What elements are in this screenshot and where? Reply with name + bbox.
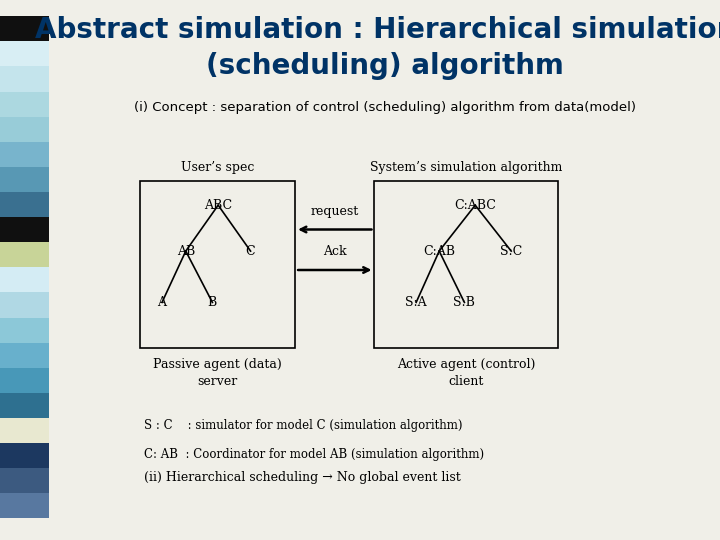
Bar (374, 181, 558, 348)
Bar (0, 16, 49, 42)
Bar (0, 393, 49, 418)
Bar (0, 66, 49, 91)
Text: S : C    : simulator for model C (simulation algorithm): S : C : simulator for model C (simulatio… (144, 418, 462, 431)
Text: C: AB  : Coordinator for model AB (simulation algorithm): C: AB : Coordinator for model AB (simula… (144, 448, 484, 461)
Bar (0, 494, 49, 518)
Text: Abstract simulation : Hierarchical simulation: Abstract simulation : Hierarchical simul… (35, 16, 720, 44)
Bar (0, 343, 49, 368)
Text: S:C: S:C (500, 245, 522, 258)
Text: S:B: S:B (454, 296, 475, 309)
Text: System’s simulation algorithm: System’s simulation algorithm (370, 161, 562, 174)
Bar (0, 141, 49, 167)
Text: (scheduling) algorithm: (scheduling) algorithm (206, 52, 564, 80)
Text: A: A (158, 296, 166, 309)
Bar (0, 242, 49, 267)
Bar (140, 181, 295, 348)
Bar (0, 167, 49, 192)
Text: C: C (246, 245, 256, 258)
Bar (0, 217, 49, 242)
Text: C:AB: C:AB (423, 245, 455, 258)
Bar (0, 267, 49, 293)
Bar (0, 117, 49, 141)
Text: B: B (208, 296, 217, 309)
Text: Ack: Ack (323, 245, 346, 258)
Bar (0, 91, 49, 117)
Bar (0, 42, 49, 66)
Bar (0, 418, 49, 443)
Text: ABC: ABC (204, 199, 233, 212)
Text: Active agent (control)
client: Active agent (control) client (397, 358, 536, 388)
Text: AB: AB (176, 245, 195, 258)
Text: request: request (310, 205, 359, 218)
Bar (0, 293, 49, 318)
Text: Passive agent (data)
server: Passive agent (data) server (153, 358, 282, 388)
Text: (ii) Hierarchical scheduling → No global event list: (ii) Hierarchical scheduling → No global… (144, 471, 461, 484)
Text: User’s spec: User’s spec (181, 161, 254, 174)
Bar (0, 192, 49, 217)
Text: C:ABC: C:ABC (454, 199, 496, 212)
Bar (0, 443, 49, 468)
Text: S:A: S:A (405, 296, 427, 309)
Bar (0, 368, 49, 393)
Bar (0, 318, 49, 342)
Text: (i) Concept : separation of control (scheduling) algorithm from data(model): (i) Concept : separation of control (sch… (134, 102, 636, 114)
Bar (0, 468, 49, 494)
